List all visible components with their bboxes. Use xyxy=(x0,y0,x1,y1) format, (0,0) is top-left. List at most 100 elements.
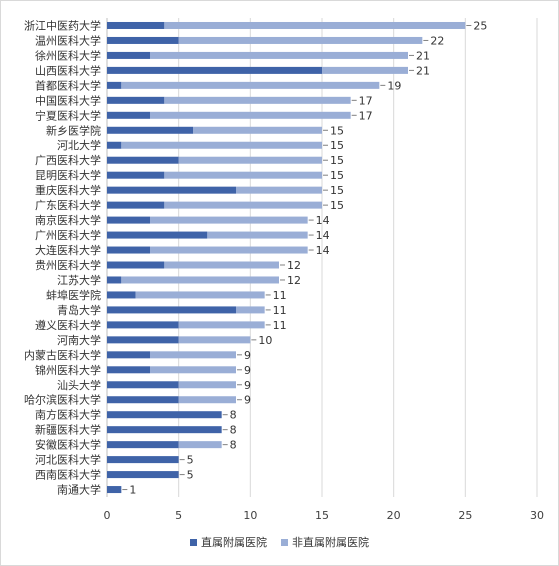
bar-indirect xyxy=(164,96,351,104)
bar-direct xyxy=(107,291,136,299)
bar-indirect xyxy=(150,111,351,119)
x-tick-label: 20 xyxy=(387,509,401,522)
total-label: 1 xyxy=(129,484,136,497)
total-label: 19 xyxy=(387,79,401,92)
bar-direct xyxy=(107,441,179,449)
bar-direct xyxy=(107,201,165,209)
bar-indirect xyxy=(164,261,279,269)
total-label: 8 xyxy=(230,409,237,422)
bar-indirect xyxy=(178,36,423,44)
category-label: 遵义医科大学 xyxy=(35,318,101,332)
bar-direct xyxy=(107,216,150,224)
category-label: 广东医科大学 xyxy=(35,198,101,212)
total-label: 21 xyxy=(416,64,430,77)
legend-item-indirect: 非直属附属医院 xyxy=(281,534,369,550)
x-tick-label: 30 xyxy=(530,509,544,522)
bar-indirect xyxy=(150,351,236,359)
category-label: 蚌埠医学院 xyxy=(46,288,101,302)
legend: 直属附属医院 非直属附属医院 xyxy=(0,534,559,550)
category-label: 哈尔滨医科大学 xyxy=(24,393,101,407)
total-label: 14 xyxy=(316,214,330,227)
bar-indirect xyxy=(164,171,322,179)
total-label: 17 xyxy=(359,94,373,107)
total-label: 15 xyxy=(330,199,344,212)
bar-direct xyxy=(107,486,122,494)
category-label: 广州医科大学 xyxy=(35,228,101,242)
category-label: 中国医科大学 xyxy=(35,93,101,107)
x-tick-label: 15 xyxy=(315,509,329,522)
category-label: 汕头大学 xyxy=(57,378,101,392)
category-label: 贵州医科大学 xyxy=(35,258,101,272)
total-label: 9 xyxy=(244,394,251,407)
total-label: 9 xyxy=(244,379,251,392)
bar-indirect xyxy=(178,336,251,344)
bar-direct xyxy=(107,186,236,194)
category-label: 青岛大学 xyxy=(57,303,101,317)
bar-indirect xyxy=(164,201,322,209)
category-label: 山西医科大学 xyxy=(35,63,101,77)
bar-direct xyxy=(107,36,179,44)
bar-direct xyxy=(107,276,122,284)
category-label: 新乡医学院 xyxy=(46,123,101,137)
bar-indirect xyxy=(178,441,222,449)
bar-direct xyxy=(107,231,208,239)
category-label: 江苏大学 xyxy=(57,273,101,287)
bar-indirect xyxy=(236,186,322,194)
bar-direct xyxy=(107,246,150,254)
total-label: 11 xyxy=(273,319,287,332)
bar-indirect xyxy=(178,396,236,404)
bar-direct xyxy=(107,171,165,179)
total-label: 22 xyxy=(430,34,444,47)
bar-direct xyxy=(107,321,179,329)
bar-indirect xyxy=(150,216,308,224)
legend-label-indirect: 非直属附属医院 xyxy=(292,536,369,549)
bar-indirect xyxy=(164,21,466,29)
x-tick-label: 0 xyxy=(104,509,111,522)
bar-indirect xyxy=(178,321,265,329)
bar-indirect xyxy=(193,126,322,134)
total-label: 5 xyxy=(187,454,194,467)
legend-label-direct: 直属附属医院 xyxy=(201,536,267,549)
legend-item-direct: 直属附属医院 xyxy=(190,534,267,550)
total-label: 9 xyxy=(244,364,251,377)
category-label: 锦州医科大学 xyxy=(35,363,101,377)
bar-indirect xyxy=(121,81,380,89)
bar-direct xyxy=(107,126,193,134)
bar-direct xyxy=(107,381,179,389)
total-label: 21 xyxy=(416,49,430,62)
category-label: 河南大学 xyxy=(57,333,101,347)
bar-direct xyxy=(107,456,179,464)
bar-indirect xyxy=(121,141,322,149)
bar-indirect xyxy=(207,231,308,239)
bar-direct xyxy=(107,141,122,149)
total-label: 8 xyxy=(230,439,237,452)
total-label: 9 xyxy=(244,349,251,362)
category-label: 宁夏医科大学 xyxy=(35,108,101,122)
bar-direct xyxy=(107,351,150,359)
x-tick-label: 25 xyxy=(458,509,472,522)
total-label: 12 xyxy=(287,259,301,272)
bar-direct xyxy=(107,366,150,374)
bar-direct xyxy=(107,306,236,314)
bar-direct xyxy=(107,471,179,479)
bar-indirect xyxy=(236,306,265,314)
total-label: 17 xyxy=(359,109,373,122)
bar-indirect xyxy=(178,381,236,389)
total-label: 10 xyxy=(258,334,272,347)
legend-swatch-indirect xyxy=(281,538,288,546)
category-label: 浙江中医药大学 xyxy=(24,18,101,32)
bar-indirect xyxy=(150,366,236,374)
category-label: 徐州医科大学 xyxy=(35,48,101,62)
category-label: 昆明医科大学 xyxy=(35,168,101,182)
category-label: 河北医科大学 xyxy=(35,453,101,467)
category-label: 南通大学 xyxy=(57,483,101,497)
category-label: 新疆医科大学 xyxy=(35,423,101,437)
bar-indirect xyxy=(150,246,308,254)
bar-direct xyxy=(107,81,122,89)
category-label: 南京医科大学 xyxy=(35,213,101,227)
total-label: 25 xyxy=(473,19,487,32)
bar-direct xyxy=(107,21,165,29)
bar-indirect xyxy=(150,51,408,59)
bar-direct xyxy=(107,261,165,269)
total-label: 15 xyxy=(330,124,344,137)
